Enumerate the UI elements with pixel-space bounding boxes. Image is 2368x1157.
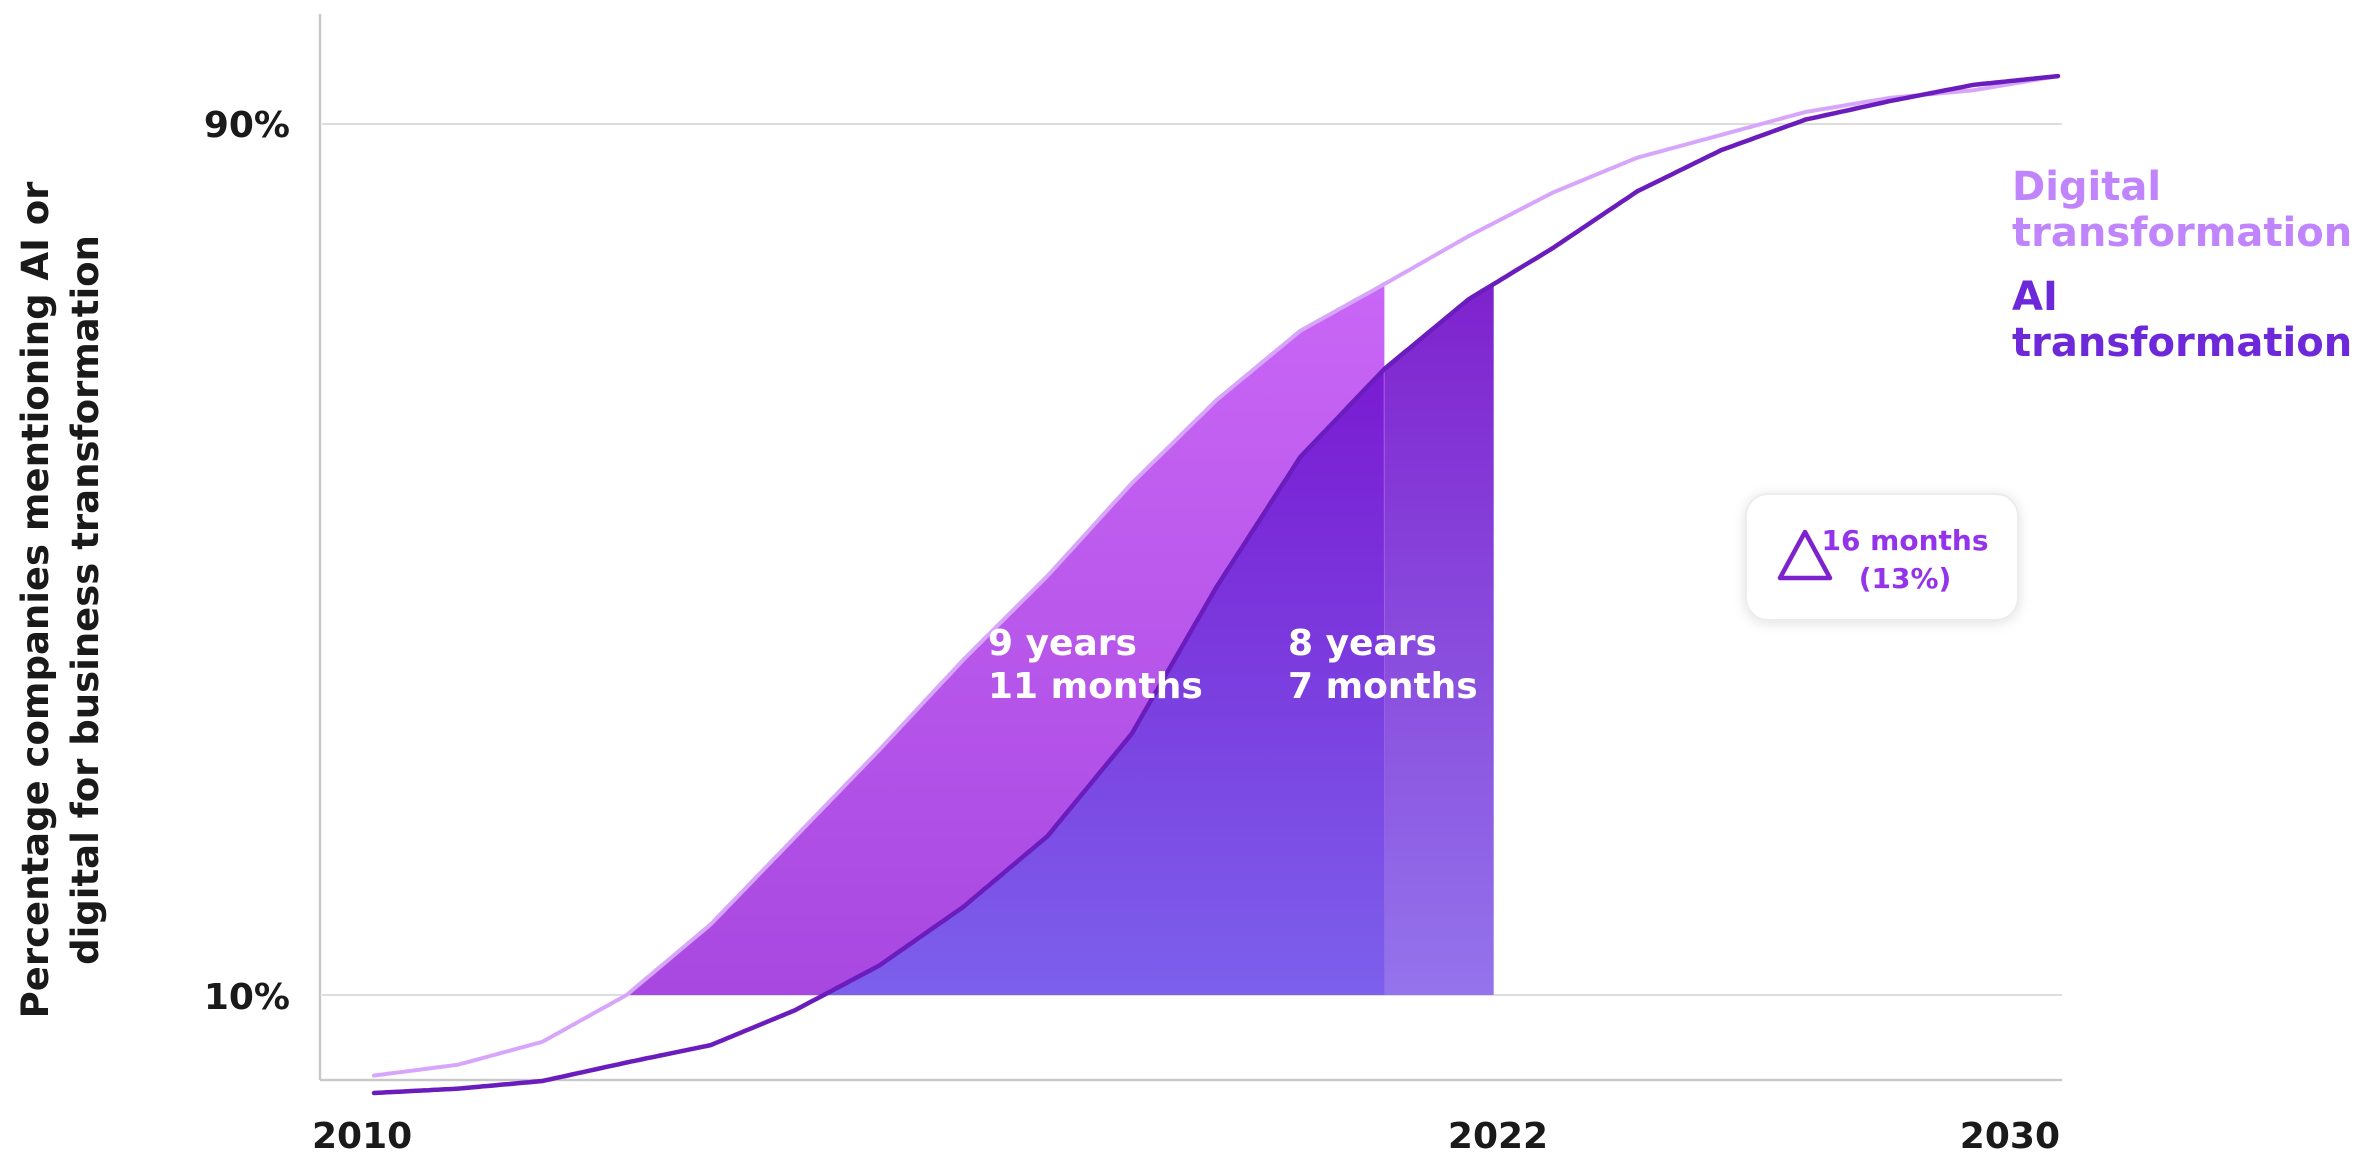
y-axis-title: Percentage companies mentioning AI or di… (14, 181, 107, 1019)
ai-span-label-line-1: 8 years (1288, 623, 1437, 664)
legend-ai-line-2: transformation (2012, 320, 2352, 366)
ai-span-label-line-2: 7 months (1288, 666, 1478, 707)
delta-callout: 16 months (13%) (1745, 493, 2019, 621)
x-tick-2010: 2010 (312, 1116, 412, 1157)
y-axis-title-line-2: digital for business transformation (64, 235, 107, 965)
line-layer (371, 73, 2061, 1096)
legend-digital-line-2: transformation (2012, 210, 2352, 256)
delta-callout-line-1: 16 months (1821, 524, 1988, 557)
delta-callout-box (1745, 493, 2019, 621)
gap-band (1384, 284, 1494, 995)
delta-callout-line-2: (13%) (1859, 562, 1952, 595)
digital-span-label-line-2: 11 months (988, 666, 1203, 707)
delta-icon (1777, 529, 1833, 581)
legend: Digital transformation AI transformation (2012, 164, 2352, 366)
y-tick-10: 10% (204, 977, 290, 1018)
x-tick-2030: 2030 (1960, 1116, 2060, 1157)
x-tick-2022: 2022 (1448, 1116, 1548, 1157)
legend-digital-line-1: Digital (2012, 164, 2161, 210)
digital-span-label-line-1: 9 years (988, 623, 1137, 664)
y-axis-title-line-1: Percentage companies mentioning AI or (14, 181, 57, 1019)
ai-transformation-area (823, 369, 1385, 995)
digital-transformation-line (372, 74, 2060, 1078)
y-tick-90: 90% (204, 105, 290, 146)
ai-transformation-line (371, 73, 2061, 1096)
legend-ai-line-1: AI (2012, 274, 2058, 320)
